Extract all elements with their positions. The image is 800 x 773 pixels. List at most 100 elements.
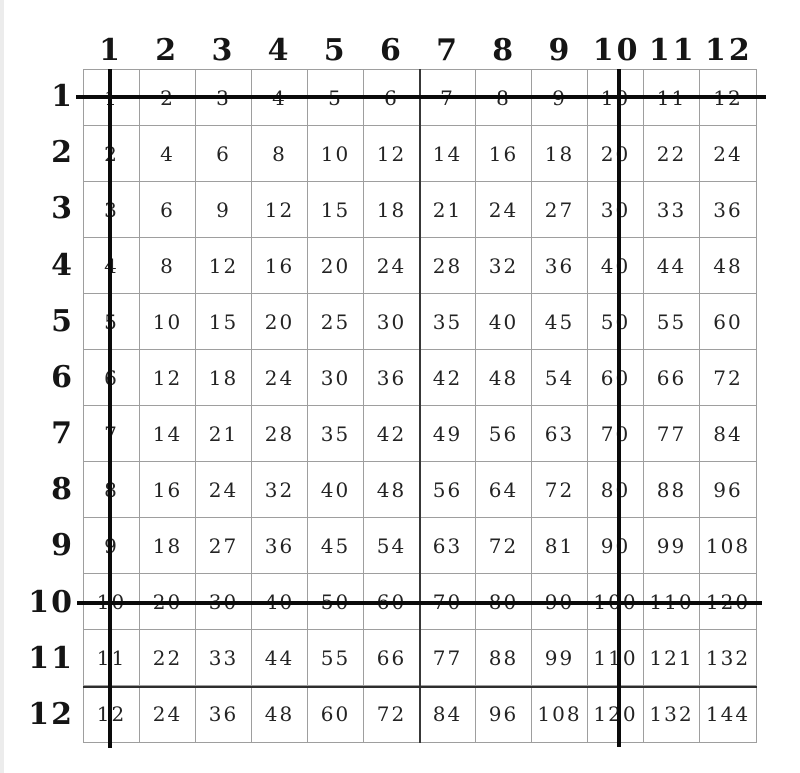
column-header: 10 <box>592 33 641 68</box>
dark-divider-columns-6-7 <box>419 69 421 743</box>
row-header: 7 <box>51 416 74 452</box>
table-cell: 120 <box>588 686 644 742</box>
table-cell: 72 <box>532 462 588 518</box>
table-cell: 45 <box>308 518 364 574</box>
table-cell: 7 <box>84 406 140 462</box>
table-cell: 44 <box>644 238 700 294</box>
table-cell: 35 <box>420 294 476 350</box>
table-cell: 54 <box>364 518 420 574</box>
column-header: 9 <box>548 33 573 68</box>
table-cell: 56 <box>476 406 532 462</box>
row-header: 1 <box>51 79 74 115</box>
table-cell: 132 <box>700 630 756 686</box>
table-cell: 121 <box>644 630 700 686</box>
table-cell: 24 <box>476 182 532 238</box>
table-cell: 8 <box>84 462 140 518</box>
table-cell: 48 <box>476 350 532 406</box>
table-cell: 6 <box>140 182 196 238</box>
table-cell: 5 <box>84 294 140 350</box>
table-cell: 84 <box>700 406 756 462</box>
table-cell: 42 <box>364 406 420 462</box>
table-cell: 81 <box>532 518 588 574</box>
table-cell: 108 <box>700 518 756 574</box>
table-cell: 16 <box>252 238 308 294</box>
table-cell: 132 <box>644 686 700 742</box>
table-cell: 88 <box>644 462 700 518</box>
table-cell: 36 <box>364 350 420 406</box>
table-cell: 15 <box>308 182 364 238</box>
table-cell: 77 <box>420 630 476 686</box>
table-cell: 60 <box>588 350 644 406</box>
table-cell: 18 <box>364 182 420 238</box>
table-cell: 36 <box>196 686 252 742</box>
table-cell: 24 <box>140 686 196 742</box>
table-cell: 30 <box>588 182 644 238</box>
table-cell: 8 <box>140 238 196 294</box>
table-cell: 32 <box>476 238 532 294</box>
table-cell: 99 <box>532 630 588 686</box>
table-cell: 27 <box>196 518 252 574</box>
column-headers: 1 2 3 4 5 6 7 8 9 10 11 12 <box>83 26 757 66</box>
row-header: 2 <box>51 135 74 171</box>
strike-line-column-10 <box>617 69 621 747</box>
table-cell: 2 <box>84 126 140 182</box>
row-headers: 1 2 3 4 5 6 7 8 9 10 11 12 <box>18 69 74 743</box>
strike-line-column-1 <box>108 69 112 748</box>
table-cell: 6 <box>84 350 140 406</box>
table-cell: 12 <box>196 238 252 294</box>
table-cell: 30 <box>308 350 364 406</box>
table-cell: 48 <box>252 686 308 742</box>
table-cell: 25 <box>308 294 364 350</box>
table-cell: 54 <box>532 350 588 406</box>
table-cell: 45 <box>532 294 588 350</box>
table-cell: 35 <box>308 406 364 462</box>
table-cell: 90 <box>588 518 644 574</box>
table-cell: 10 <box>140 294 196 350</box>
row-header: 3 <box>51 191 74 227</box>
table-cell: 20 <box>588 126 644 182</box>
table-cell: 49 <box>420 406 476 462</box>
table-cell: 99 <box>644 518 700 574</box>
table-cell: 64 <box>476 462 532 518</box>
row-header: 5 <box>51 303 74 339</box>
table-cell: 14 <box>140 406 196 462</box>
table-cell: 60 <box>700 294 756 350</box>
row-header: 6 <box>51 359 74 395</box>
table-cell: 60 <box>308 686 364 742</box>
strike-line-row-10 <box>77 601 762 605</box>
table-cell: 96 <box>476 686 532 742</box>
table-cell: 10 <box>308 126 364 182</box>
column-header: 11 <box>648 33 697 68</box>
table-cell: 21 <box>420 182 476 238</box>
table-cell: 36 <box>252 518 308 574</box>
table-cell: 66 <box>644 350 700 406</box>
strike-line-row-1 <box>76 95 766 99</box>
table-cell: 70 <box>588 406 644 462</box>
table-cell: 42 <box>420 350 476 406</box>
table-cell: 24 <box>364 238 420 294</box>
table-cell: 4 <box>84 238 140 294</box>
row-header: 8 <box>51 472 74 508</box>
page-edge-strip <box>0 0 4 773</box>
table-cell: 110 <box>588 630 644 686</box>
column-header: 4 <box>267 33 292 68</box>
table-cell: 20 <box>308 238 364 294</box>
table-cell: 9 <box>196 182 252 238</box>
table-cell: 108 <box>532 686 588 742</box>
table-cell: 11 <box>84 630 140 686</box>
table-cell: 44 <box>252 630 308 686</box>
table-cell: 88 <box>476 630 532 686</box>
table-cell: 3 <box>84 182 140 238</box>
table-cell: 18 <box>532 126 588 182</box>
column-header: 12 <box>705 33 753 68</box>
table-cell: 63 <box>420 518 476 574</box>
table-cell: 28 <box>252 406 308 462</box>
table-cell: 55 <box>644 294 700 350</box>
table-cell: 32 <box>252 462 308 518</box>
table-cell: 28 <box>420 238 476 294</box>
table-cell: 27 <box>532 182 588 238</box>
table-cell: 77 <box>644 406 700 462</box>
table-cell: 6 <box>196 126 252 182</box>
column-header: 2 <box>155 33 180 68</box>
